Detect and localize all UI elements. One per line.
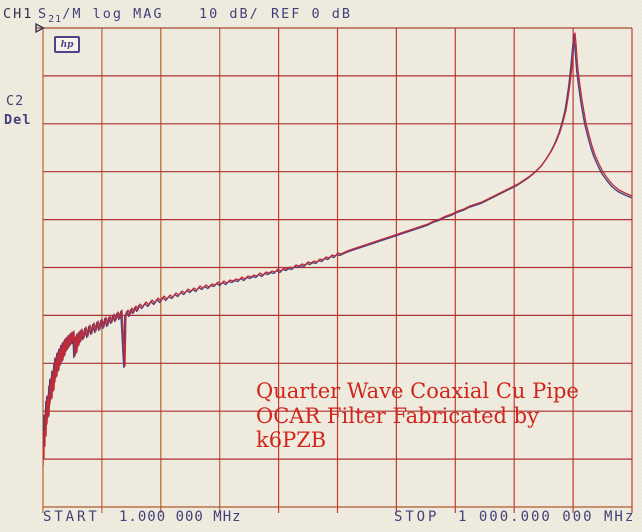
stop-freq-value: 1 000.000 000 MHz: [458, 509, 636, 525]
hp-logo-text: hp: [60, 39, 74, 50]
channel-label: CH1: [3, 6, 34, 22]
s-param-subscript: 21: [48, 14, 63, 25]
start-freq-value: 1.000 000 MHz: [119, 509, 242, 525]
cal-status-label: C2: [6, 93, 25, 109]
s-param-base: S: [38, 6, 49, 22]
ref-marker-icon: [35, 22, 45, 34]
annotation-line: Quarter Wave Coaxial Cu Pipe: [256, 379, 579, 403]
trace-data: [43, 32, 632, 466]
ref-level-label: REF 0 dB: [271, 6, 353, 22]
measurement-label: S21/M log MAG: [38, 6, 164, 25]
scale-per-div-label: 10 dB/: [199, 6, 260, 22]
annotation-line: OCAR Filter Fabricated by: [256, 403, 539, 428]
hp-logo-icon: hp: [54, 36, 80, 53]
stop-freq-label: STOP: [394, 509, 440, 525]
trace-group: [43, 32, 632, 466]
delay-status-label: Del: [4, 112, 32, 128]
annotation-text: Quarter Wave Coaxial Cu Pipe OCAR Filter…: [256, 379, 579, 453]
s-param-format: /M log MAG: [62, 6, 164, 22]
start-freq-label: START: [43, 509, 100, 525]
annotation-line: k6PZB: [256, 428, 327, 452]
